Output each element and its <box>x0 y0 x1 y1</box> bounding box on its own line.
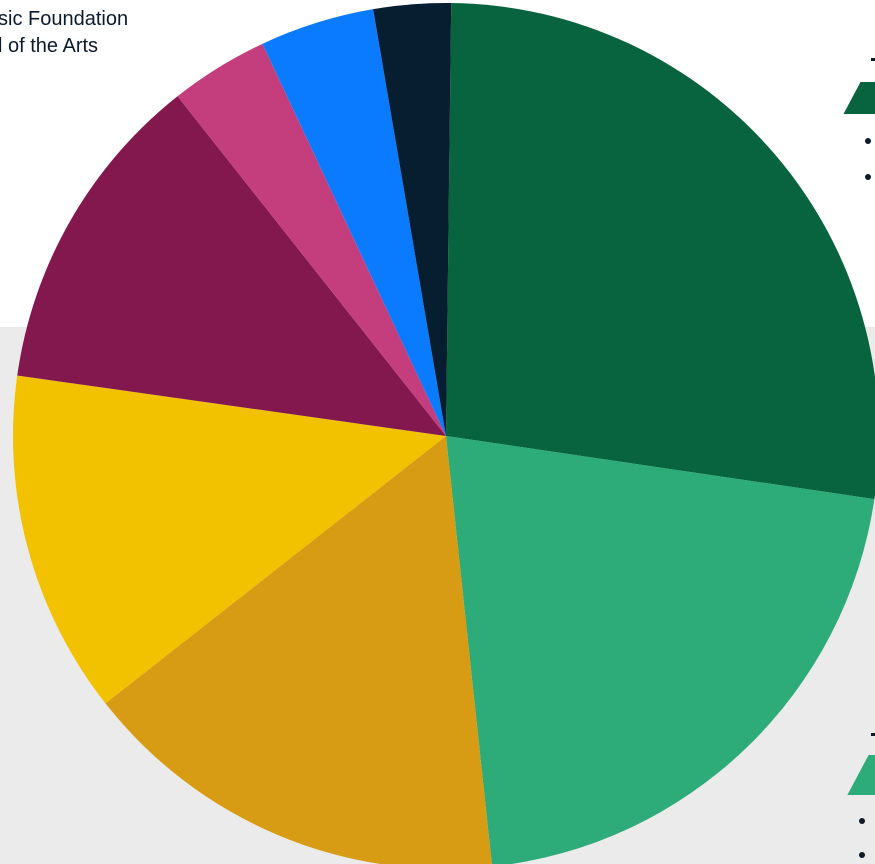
dash-decoration-bottom <box>871 733 875 736</box>
bullet-dot <box>859 852 865 858</box>
bullet-dot <box>859 818 865 824</box>
dash-decoration-top <box>871 58 875 61</box>
bullet-dot <box>865 138 871 144</box>
legend-text: sic Foundation l of the Arts <box>0 6 128 60</box>
pie-slice-5 <box>17 96 447 436</box>
pie-slice-8 <box>373 2 452 437</box>
legend-line-2: l of the Arts <box>0 35 99 57</box>
legend-line-1: sic Foundation <box>0 8 129 30</box>
pie-slices <box>13 2 875 864</box>
pie-slice-6 <box>177 43 446 436</box>
bullet-dot <box>865 174 871 180</box>
pie-slice-4 <box>13 375 447 704</box>
pie-slice-1 <box>446 3 875 500</box>
pie-slice-7 <box>262 9 446 437</box>
pie-slice-2 <box>446 436 875 864</box>
pie-slice-3 <box>105 436 492 864</box>
